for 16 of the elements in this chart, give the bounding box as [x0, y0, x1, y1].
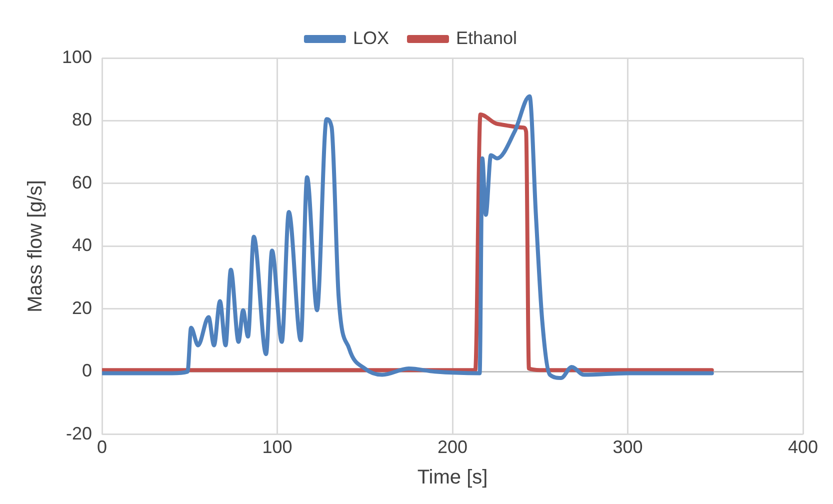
- y-tick-label: -20: [66, 423, 92, 444]
- y-tick-label: 60: [72, 172, 92, 192]
- x-tick-label: 400: [788, 437, 818, 458]
- y-tick-label: 40: [72, 235, 92, 256]
- legend-label: Ethanol: [456, 28, 518, 48]
- y-tick-label: 0: [82, 360, 92, 381]
- y-axis-title: Mass flow [g/s]: [24, 180, 47, 312]
- legend-label: LOX: [352, 28, 389, 48]
- y-tick-label: 80: [72, 110, 92, 130]
- x-axis-title: Time [s]: [417, 466, 488, 489]
- x-tick-label: 0: [97, 437, 108, 458]
- y-tick-label: 20: [72, 298, 92, 318]
- x-tick-label: 100: [262, 437, 292, 458]
- x-tick-label: 300: [612, 437, 643, 458]
- x-tick-label: 200: [437, 437, 468, 458]
- y-tick-label: 100: [62, 46, 92, 67]
